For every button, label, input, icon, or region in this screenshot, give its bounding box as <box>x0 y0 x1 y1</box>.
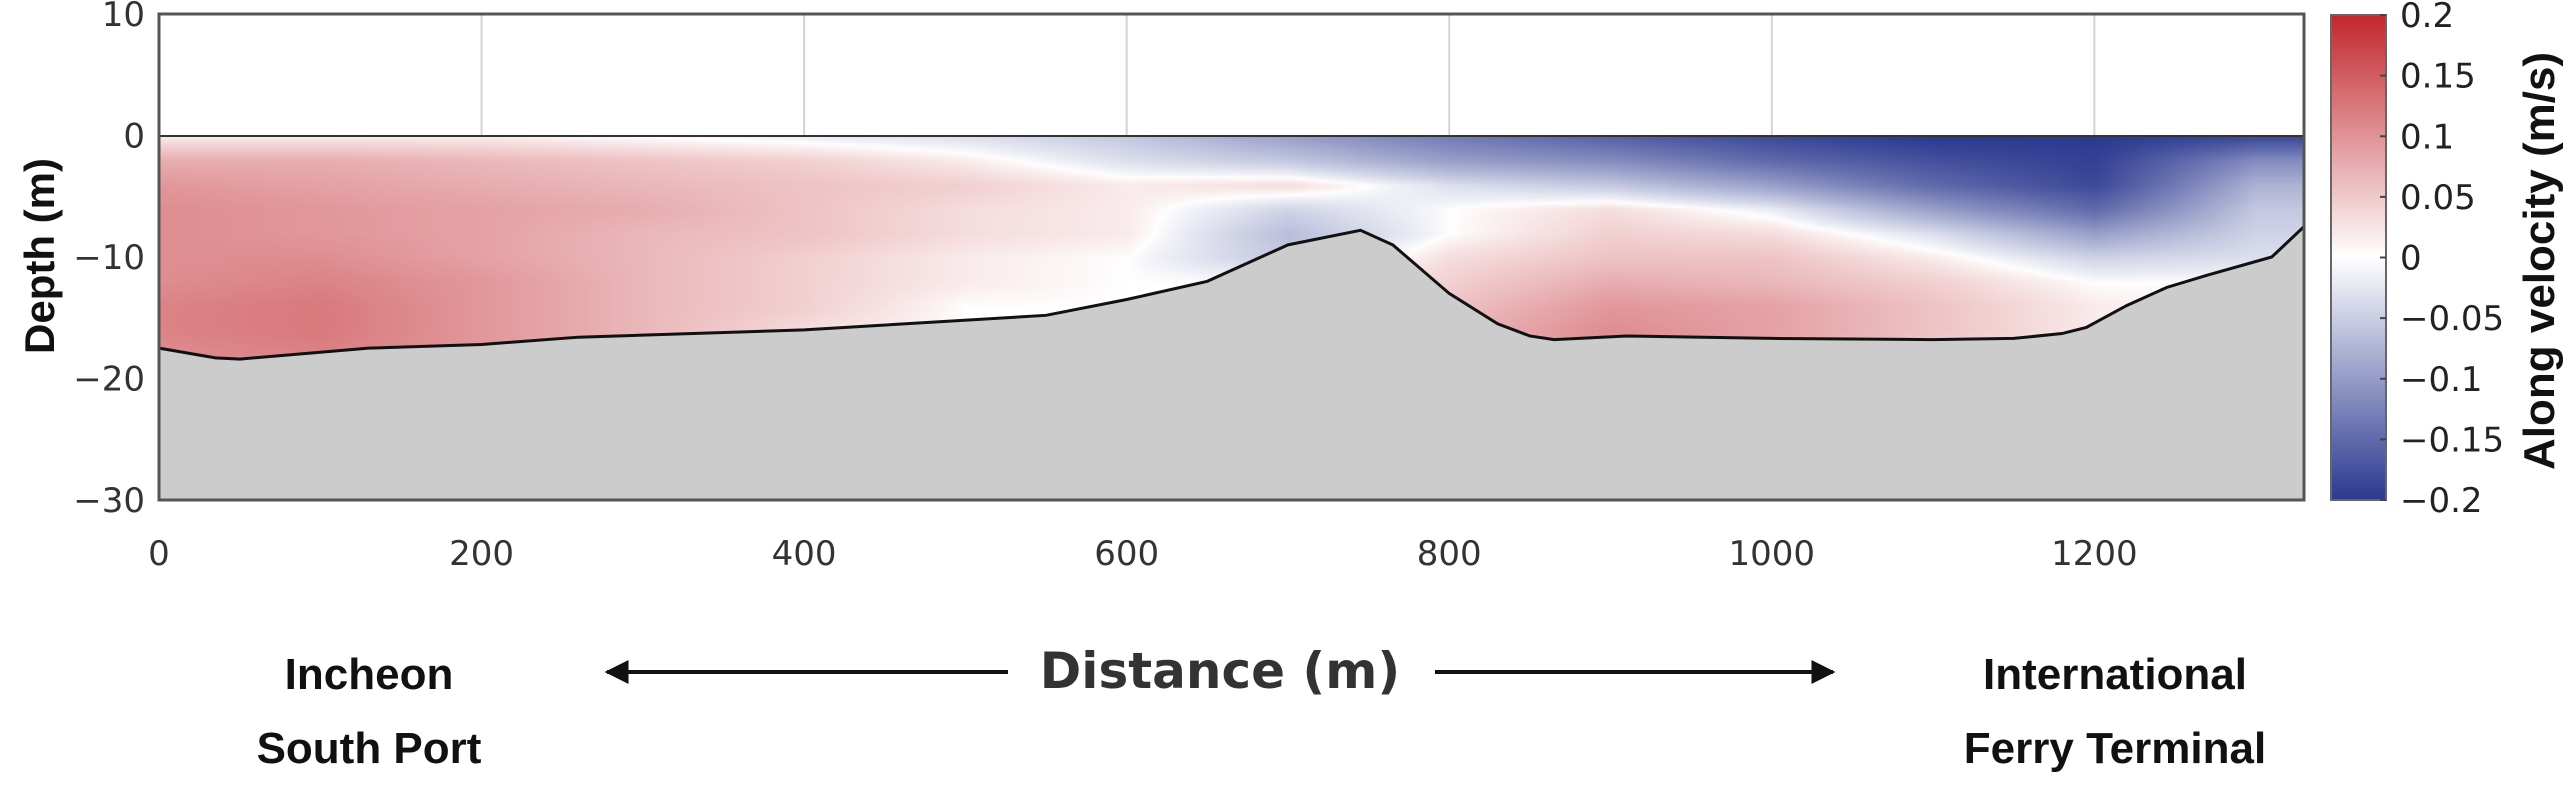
colorbar <box>2330 14 2387 501</box>
y-axis-label: Depth (m) <box>16 158 63 354</box>
colorbar-tick-label: 0.15 <box>2400 57 2476 97</box>
x-tick-label: 200 <box>449 534 514 574</box>
right-location-line1: International <box>1982 650 2248 699</box>
seabed-polygon <box>159 226 2304 500</box>
colorbar-tick-label: 0 <box>2400 239 2422 279</box>
plot-frame <box>157 12 2306 502</box>
colorbar-tick-label: −0.05 <box>2400 299 2504 339</box>
colorbar-tick-label: 0.1 <box>2400 117 2454 157</box>
left-location-line2: South Port <box>256 724 482 773</box>
colorbar-label: Along velocity (m/s) <box>2515 51 2564 470</box>
y-tick-label: −30 <box>73 481 145 521</box>
colorbar-axis: 0.2 0.15 0.1 0.05 0 −0.05 −0.1 −0.15 −0.2 <box>2380 0 2504 521</box>
right-location-line2: Ferry Terminal <box>1963 724 2267 773</box>
x-tick-label: 1000 <box>1729 534 1816 574</box>
x-tick-label: 600 <box>1094 534 1159 574</box>
gridlines <box>480 14 2096 136</box>
x-axis-label: Distance (m) <box>1039 642 1401 700</box>
bathymetry-line <box>158 225 2306 361</box>
y-tick-label: −20 <box>73 360 145 400</box>
colorbar-tick-label: −0.1 <box>2400 360 2483 400</box>
x-tick-label: 400 <box>772 534 837 574</box>
x-axis: 0 200 400 600 800 1000 1200 <box>148 534 2137 574</box>
colorbar-tick-label: −0.15 <box>2400 420 2504 460</box>
y-tick-label: −10 <box>73 238 145 278</box>
x-tick-label: 1200 <box>2051 534 2138 574</box>
y-tick-label: 10 <box>102 0 145 35</box>
left-location-line1: Incheon <box>284 650 454 699</box>
y-tick-label: 0 <box>123 117 145 157</box>
x-tick-label: 0 <box>148 534 170 574</box>
colorbar-tick-label: 0.2 <box>2400 0 2454 36</box>
y-axis: 10 0 −10 −20 −30 <box>73 0 145 521</box>
colorbar-tick-label: 0.05 <box>2400 178 2476 218</box>
x-tick-label: 800 <box>1417 534 1482 574</box>
colorbar-tick-label: −0.2 <box>2400 481 2483 521</box>
